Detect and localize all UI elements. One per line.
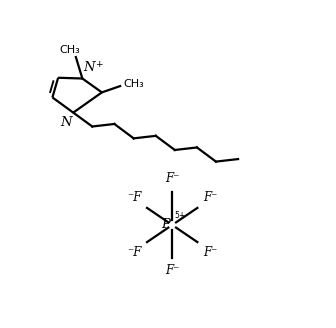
Text: N: N [84,61,95,74]
Text: 5+: 5+ [175,212,186,220]
Text: F⁻: F⁻ [165,172,179,185]
Text: F⁻: F⁻ [203,246,218,258]
Text: CH₃: CH₃ [59,45,80,55]
Text: +: + [95,60,102,69]
Text: F⁻: F⁻ [165,264,179,277]
Text: ⁻F: ⁻F [127,191,141,204]
Text: F⁻: F⁻ [203,191,218,204]
Text: N: N [60,116,72,129]
Text: P: P [161,218,170,232]
Text: ⁻F: ⁻F [127,246,141,258]
Text: CH₃: CH₃ [123,79,144,89]
